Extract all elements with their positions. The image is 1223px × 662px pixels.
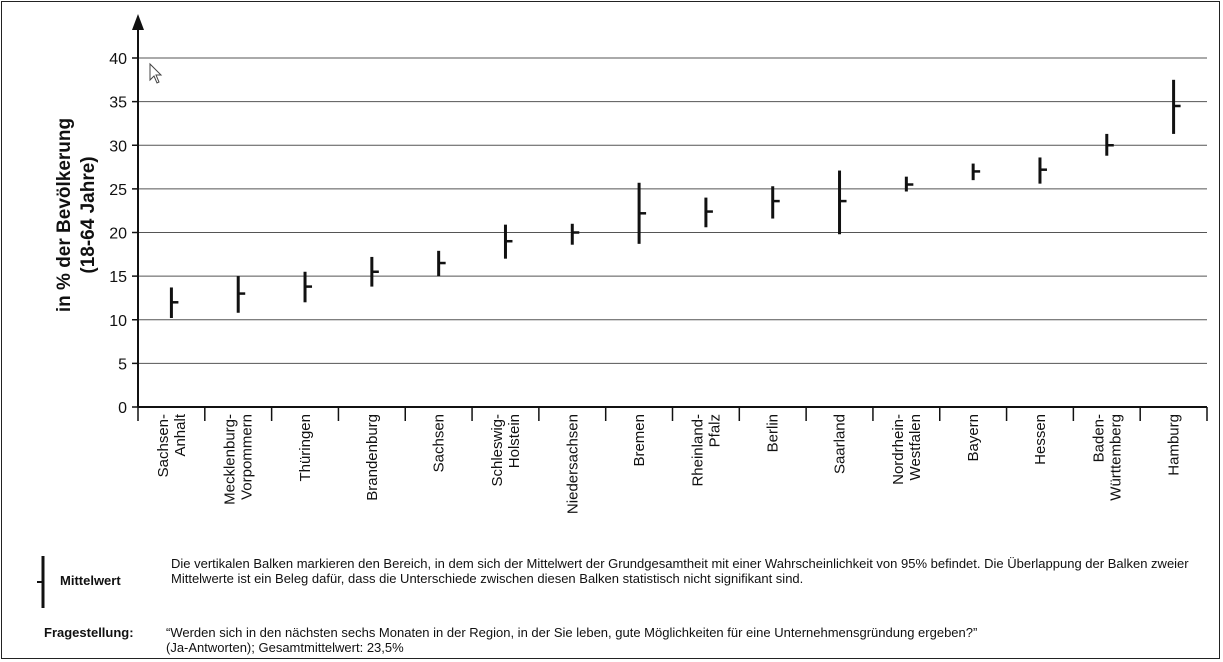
x-category-label: Sachsen	[431, 414, 448, 472]
y-axis-label: in % der Bevölkerung (18-64 Jahre)	[54, 118, 99, 312]
x-category-label-line: Niedersachsen	[564, 414, 581, 514]
x-category-label-line: Berlin	[765, 414, 782, 452]
x-category-label-line: Sachsen-	[155, 414, 172, 477]
y-tick-label: 20	[109, 226, 127, 243]
x-category-label-line: Württemberg	[1107, 414, 1124, 501]
x-category-label: Niedersachsen	[564, 414, 581, 514]
x-category-label: Sachsen- Anhalt	[155, 413, 189, 477]
x-category-label: Hamburg	[1166, 414, 1183, 476]
x-category-label-line: Bayern	[965, 414, 982, 462]
x-category-label-line: Pfalz	[706, 414, 723, 447]
x-category-label: Nordrhein- Westfalen	[890, 414, 924, 485]
y-tick-label: 25	[109, 182, 127, 199]
x-category-label: Berlin	[765, 414, 782, 452]
y-tick-label: 10	[109, 313, 127, 330]
x-category-label: Bremen	[631, 414, 648, 467]
y-axis-label-line: in % der Bevölkerung	[54, 118, 75, 312]
question-line-1: “Werden sich in den nächsten sechs Monat…	[166, 625, 1221, 640]
x-category-label-line: Nordrhein-	[890, 414, 907, 485]
x-category-label-line: Hamburg	[1166, 414, 1183, 476]
y-axis-label-line: (18-64 Jahre)	[78, 156, 99, 273]
y-tick-label: 15	[109, 269, 127, 286]
x-category-label-line: Hessen	[1032, 414, 1049, 465]
x-category-label-line: Baden-	[1090, 414, 1107, 462]
mean-marker-legend-icon	[36, 556, 50, 608]
x-category-label: Thüringen	[297, 414, 314, 482]
x-category-label: Brandenburg	[364, 414, 381, 501]
x-category-label: Mecklenburg- Vorpommern	[222, 414, 256, 505]
x-category-label-line: Mecklenburg-	[222, 414, 239, 505]
x-category-label-line: Holstein	[506, 414, 523, 468]
x-category-label-line: Rheinland-	[689, 414, 706, 487]
mouse-cursor-icon	[150, 64, 161, 83]
x-category-label: Rheinland- Pfalz	[689, 414, 723, 487]
y-tick-label: 40	[109, 51, 127, 68]
legend-label: Mittelwert	[60, 573, 121, 588]
y-tick-label: 35	[109, 95, 127, 112]
question-line-2: (Ja-Antworten); Gesamtmittelwert: 23,5%	[166, 640, 1221, 655]
x-category-label-line: Brandenburg	[364, 414, 381, 501]
y-axis-arrow-icon	[132, 14, 144, 30]
x-category-label-line: Sachsen	[431, 414, 448, 472]
x-category-label: Hessen	[1032, 414, 1049, 465]
x-category-label: Schleswig- Holstein	[489, 414, 523, 487]
x-category-label-line: Vorpommern	[239, 414, 256, 500]
x-category-label: Baden- Württemberg	[1090, 414, 1124, 501]
legend-description: Die vertikalen Balken markieren den Bere…	[171, 556, 1201, 586]
x-category-label-line: Thüringen	[297, 414, 314, 482]
y-tick-label: 30	[109, 138, 127, 155]
x-category-label-line: Saarland	[832, 414, 849, 474]
x-category-label-line: Anhalt	[172, 413, 189, 456]
x-category-label-line: Schleswig-	[489, 414, 506, 487]
x-category-label-line: Bremen	[631, 414, 648, 467]
y-tick-label: 0	[118, 400, 127, 417]
question-text: “Werden sich in den nächsten sechs Monat…	[166, 625, 1221, 655]
x-category-label: Saarland	[832, 414, 849, 474]
y-tick-label: 5	[118, 356, 127, 373]
x-category-label-line: Westfalen	[907, 414, 924, 480]
x-category-label: Bayern	[965, 414, 982, 462]
question-label: Fragestellung:	[44, 625, 134, 640]
